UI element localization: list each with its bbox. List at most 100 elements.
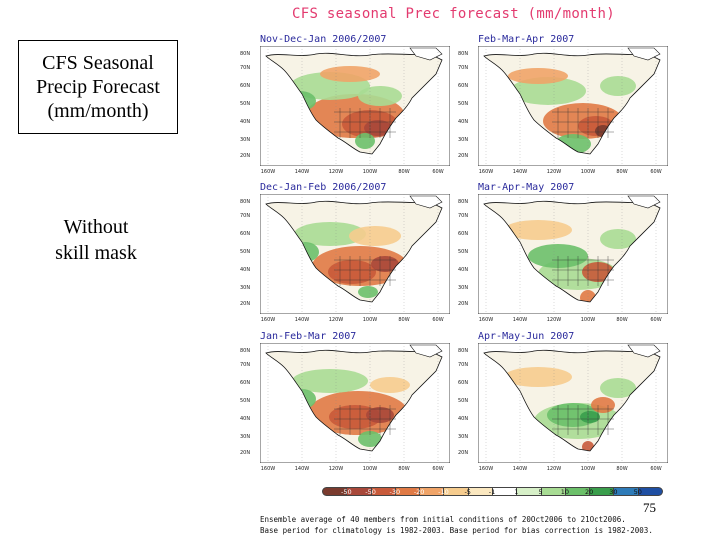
latitude-label: 60N <box>458 83 469 89</box>
longitude-label: 80W <box>398 466 410 472</box>
longitude-label: 80W <box>616 317 628 323</box>
map-panel: Apr-May-Jun 2007 80N 70N 60N 50N 40N 30N 20N 160… <box>458 331 672 479</box>
map-panel: Jan-Feb-Mar 2007 80N 70N 60N 50N 40N 30N 20N 160… <box>240 331 454 479</box>
longitude-label: 160W <box>478 169 494 175</box>
precip-anomaly-region <box>600 76 636 96</box>
latitude-label: 80N <box>458 51 469 57</box>
longitude-label: 120W <box>546 466 562 472</box>
latitude-label: 20N <box>458 301 469 307</box>
longitude-label: 80W <box>616 466 628 472</box>
longitude-label: 140W <box>512 317 528 323</box>
precip-anomaly-region <box>292 369 368 393</box>
caption-line-2: Base period for climatology is 1982-2003… <box>260 526 653 535</box>
greenland-outline <box>409 195 443 209</box>
latitude-label: 60N <box>240 83 251 89</box>
latitude-label: 30N <box>458 434 469 440</box>
north-america-precip-map <box>260 194 450 314</box>
latitude-label: 50N <box>458 398 469 404</box>
latitude-label: 30N <box>458 137 469 143</box>
map-panel: Dec-Jan-Feb 2006/2007 80N 70N 60N 50N 40N 30N 2… <box>240 182 454 330</box>
precip-anomaly-region <box>580 290 596 302</box>
longitude-label: 60W <box>432 466 444 472</box>
latitude-label: 70N <box>240 362 251 368</box>
colorbar-tick-label: -20 <box>413 488 425 496</box>
longitude-label: 60W <box>650 317 662 323</box>
longitude-label: 140W <box>294 169 310 175</box>
map-panel-label: Jan-Feb-Mar 2007 <box>260 331 357 342</box>
longitude-label: 160W <box>478 317 494 323</box>
latitude-label: 40N <box>240 119 251 125</box>
longitude-label: 60W <box>432 317 444 323</box>
precip-anomaly-region <box>580 411 600 423</box>
map-panel-label: Apr-May-Jun 2007 <box>478 331 575 342</box>
greenland-outline <box>627 47 661 61</box>
greenland-outline <box>409 344 443 358</box>
precip-anomaly-region <box>504 220 572 240</box>
longitude-label: 100W <box>580 466 596 472</box>
longitude-label: 80W <box>398 317 410 323</box>
longitude-label: 160W <box>478 466 494 472</box>
greenland-outline <box>627 195 661 209</box>
longitude-label: 120W <box>328 466 344 472</box>
precip-anomaly-region <box>355 133 375 149</box>
precip-anomaly-region <box>294 222 366 246</box>
longitude-label: 160W <box>260 466 276 472</box>
latitude-label: 80N <box>240 51 251 57</box>
colorbar-swatch <box>637 487 663 496</box>
side-note: Without skill mask <box>36 214 156 266</box>
colorbar-tick-label: -5 <box>464 488 471 496</box>
longitude-label: 100W <box>362 466 378 472</box>
latitude-label: 40N <box>240 267 251 273</box>
latitude-label: 70N <box>240 213 251 219</box>
north-america-precip-map <box>478 343 668 463</box>
slide-title-line-2: Precip Forecast <box>36 76 160 98</box>
longitude-label: 100W <box>362 317 378 323</box>
longitude-label: 140W <box>512 169 528 175</box>
latitude-label: 20N <box>458 153 469 159</box>
greenland-outline <box>627 344 661 358</box>
latitude-label: 30N <box>240 285 251 291</box>
latitude-label: 60N <box>458 231 469 237</box>
latitude-label: 80N <box>240 199 251 205</box>
latitude-label: 50N <box>240 249 251 255</box>
longitude-label: 120W <box>328 317 344 323</box>
latitude-label: 80N <box>240 348 251 354</box>
figure-title: CFS seasonal Prec forecast (mm/month) <box>292 6 615 22</box>
latitude-label: 20N <box>240 450 251 456</box>
longitude-label: 100W <box>580 317 596 323</box>
latitude-label: 40N <box>458 119 469 125</box>
north-america-precip-map <box>260 46 450 166</box>
longitude-label: 140W <box>294 317 310 323</box>
longitude-label: 100W <box>580 169 596 175</box>
longitude-label: 120W <box>546 317 562 323</box>
precip-anomaly-region <box>508 68 568 84</box>
precip-anomaly-region <box>328 260 376 284</box>
longitude-label: 60W <box>432 169 444 175</box>
latitude-label: 30N <box>458 285 469 291</box>
colorbar-tick-label: -10 <box>438 488 449 496</box>
precip-anomaly-region <box>510 77 586 105</box>
latitude-label: 40N <box>458 416 469 422</box>
precip-anomaly-region <box>591 397 615 413</box>
colorbar-tick-label: 30 <box>609 488 618 496</box>
map-panel-label: Dec-Jan-Feb 2006/2007 <box>260 182 387 193</box>
latitude-label: 80N <box>458 199 469 205</box>
colorbar: -50 -50 -30 -20 -10 -5 -1 1 5 10 20 30 50 <box>312 484 672 502</box>
longitude-label: 160W <box>260 169 276 175</box>
map-panel: Feb-Mar-Apr 2007 80N 70N 60N 50N 40N 30N 20N 160… <box>458 34 672 182</box>
latitude-label: 50N <box>458 249 469 255</box>
latitude-label: 30N <box>240 434 251 440</box>
latitude-label: 20N <box>240 301 251 307</box>
side-note-line-1: Without <box>63 216 129 238</box>
latitude-label: 40N <box>458 267 469 273</box>
north-america-precip-map <box>478 194 668 314</box>
longitude-label: 60W <box>650 169 662 175</box>
caption-line-1: Ensemble average of 40 members from init… <box>260 515 626 524</box>
side-note-line-2: skill mask <box>55 242 137 264</box>
latitude-label: 60N <box>240 380 251 386</box>
precip-anomaly-region <box>320 66 380 82</box>
precip-anomaly-region <box>358 86 402 106</box>
slide-title-box: CFS Seasonal Precip Forecast (mm/month) <box>18 40 178 134</box>
precip-anomaly-region <box>358 286 378 298</box>
latitude-label: 40N <box>240 416 251 422</box>
